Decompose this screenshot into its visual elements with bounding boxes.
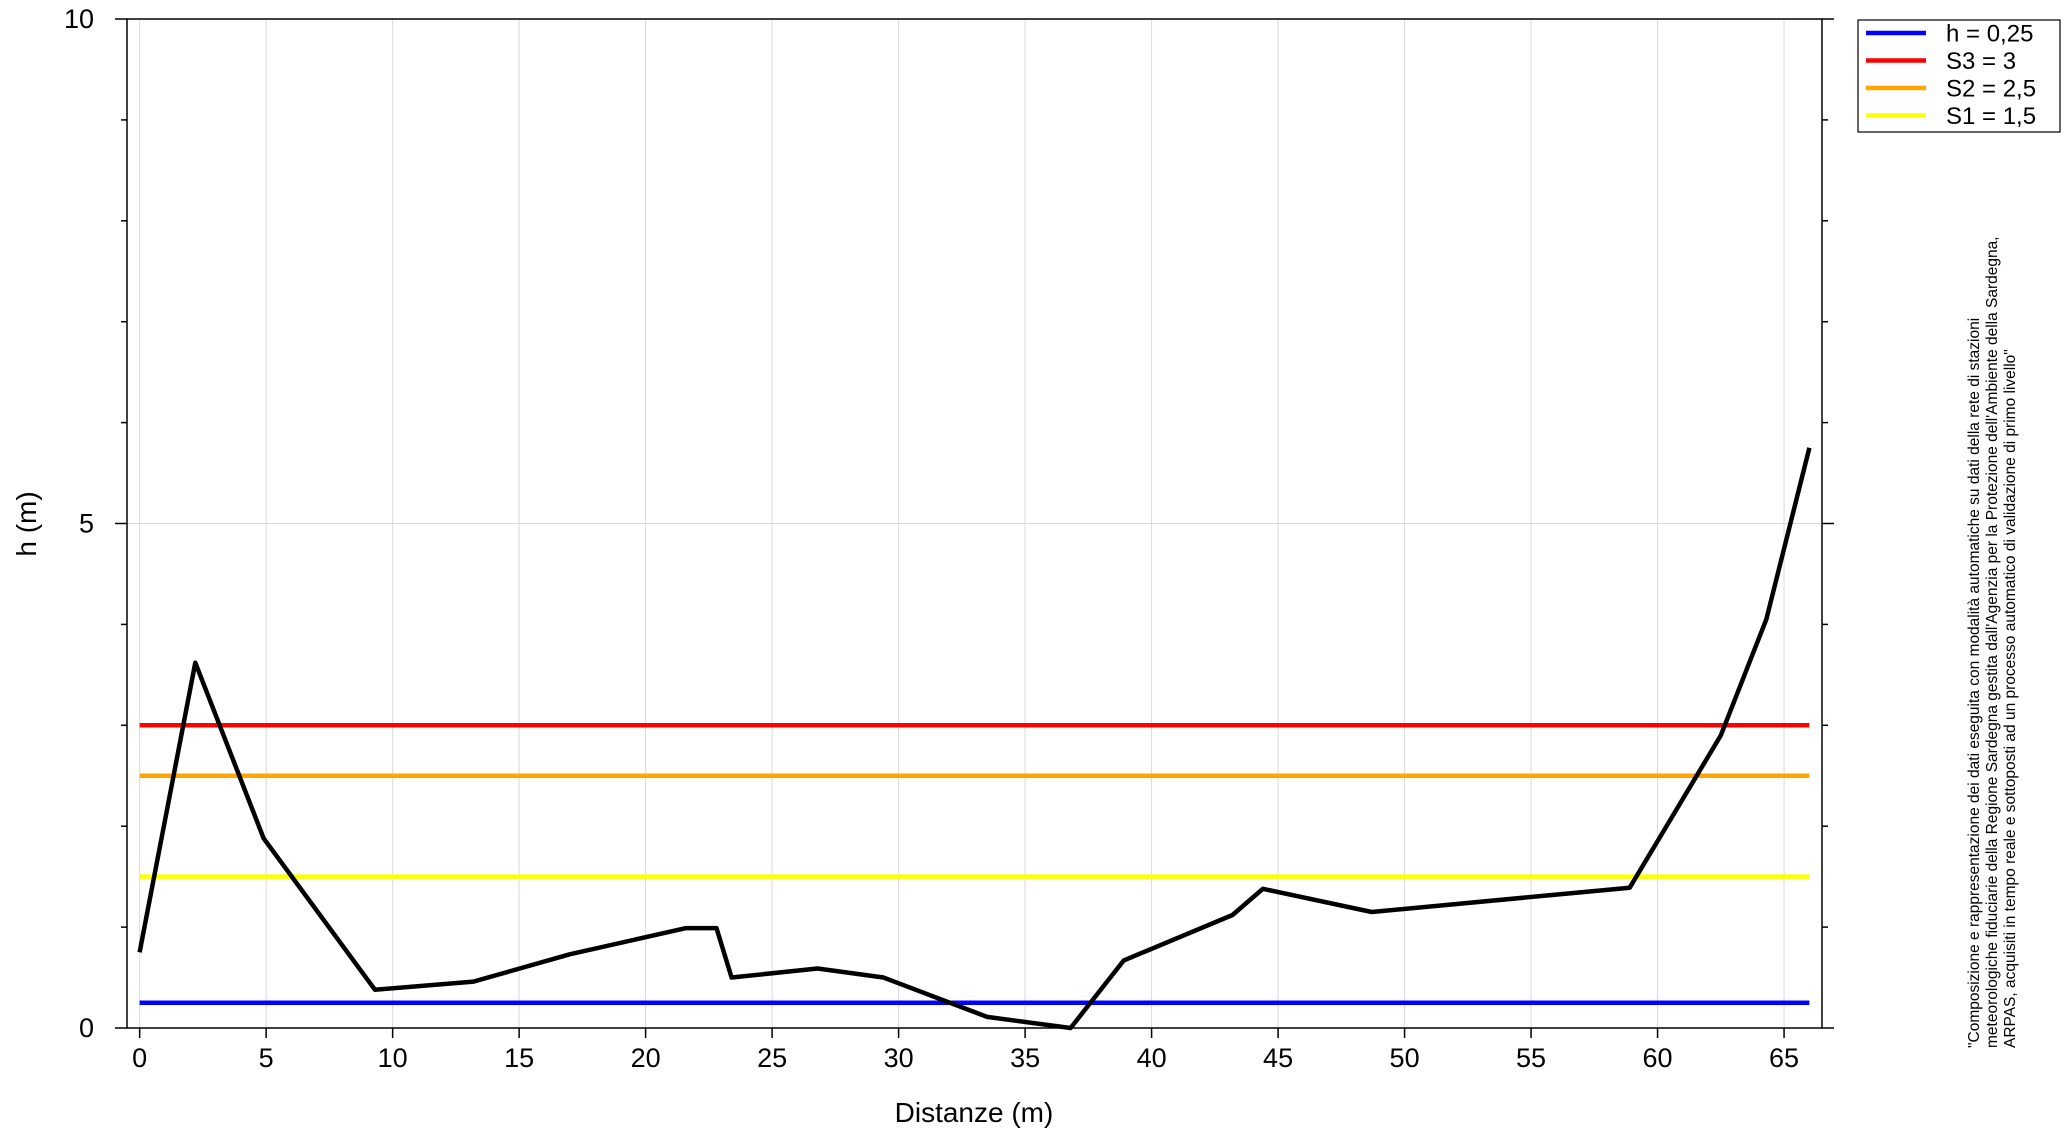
x-tick-label: 30 (884, 1043, 914, 1073)
profile-layer (137, 447, 1812, 1031)
x-tick-label: 15 (504, 1043, 534, 1073)
y-axis-title: h (m) (11, 491, 42, 556)
x-tick-label: 25 (757, 1043, 787, 1073)
x-axis-title: Distanze (m) (895, 1097, 1054, 1128)
x-tick-label: 65 (1769, 1043, 1799, 1073)
y-tick-label: 10 (64, 4, 94, 34)
attribution-note: "Composizione e rappresentazione dei dat… (1966, 236, 2019, 1048)
note-line-1: "Composizione e rappresentazione dei dat… (1966, 318, 1983, 1048)
legend-label: S2 = 2,5 (1946, 76, 2036, 103)
x-tick-label: 10 (378, 1043, 408, 1073)
threshold-lines (139, 723, 1810, 1006)
x-tick-label: 35 (1010, 1043, 1040, 1073)
y-tick-label: 0 (79, 1013, 94, 1043)
legend-label: S1 = 1,5 (1946, 103, 2036, 130)
x-tick-label: 0 (132, 1043, 147, 1073)
x-tick-label: 20 (631, 1043, 661, 1073)
axes: 0 5 10 15 20 25 30 35 40 45 50 55 60 65 0 5 10 (64, 4, 1834, 1073)
note-line-2: meteorologiche fiduciarie della Regione … (1984, 236, 2001, 1048)
x-tick-label: 60 (1643, 1043, 1673, 1073)
profile-line (137, 447, 1812, 1031)
x-tick-label: 45 (1263, 1043, 1293, 1073)
x-tick-label: 40 (1137, 1043, 1167, 1073)
legend-label: h = 0,25 (1946, 21, 2033, 48)
x-tick-label: 55 (1516, 1043, 1546, 1073)
x-tick-label: 50 (1390, 1043, 1420, 1073)
note-line-3: ARPAS, acquisiti in tempo reale e sottop… (2002, 349, 2019, 1048)
legend-label: S3 = 3 (1946, 48, 2016, 75)
x-tick-label: 5 (259, 1043, 274, 1073)
y-tick-label: 5 (79, 509, 94, 539)
